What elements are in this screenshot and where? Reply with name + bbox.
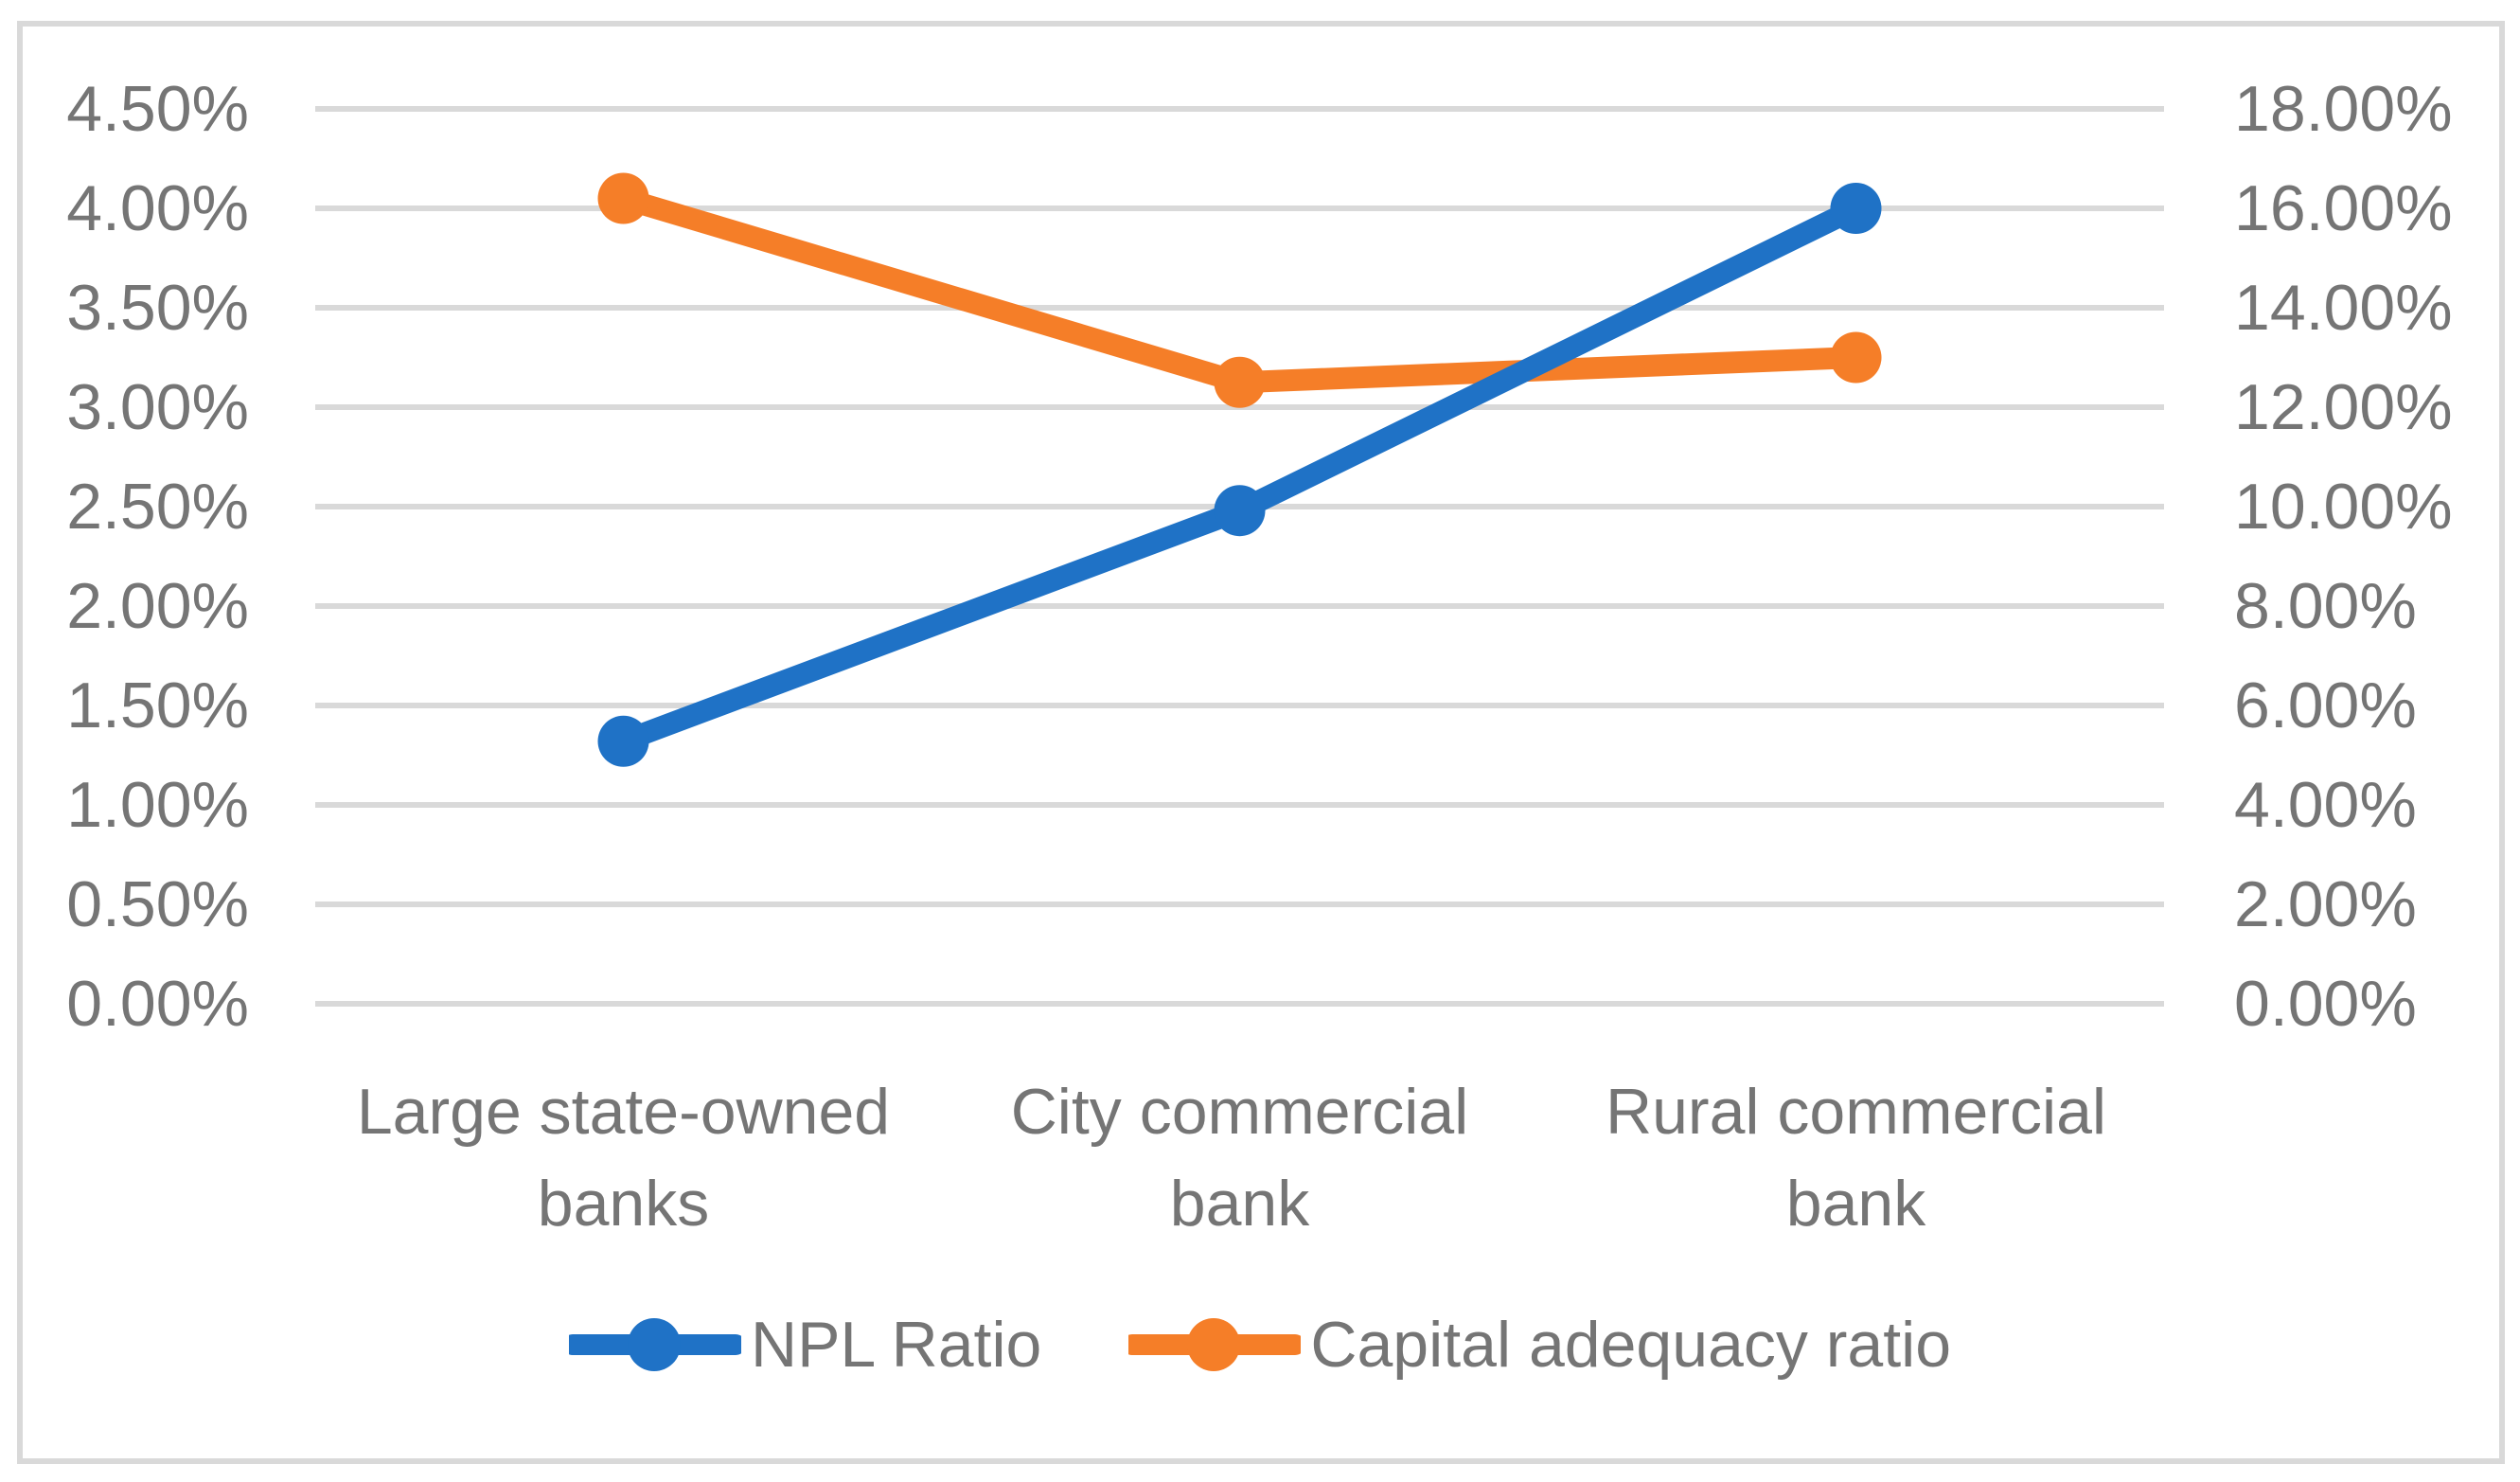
- right-axis-tick: 16.00%: [2234, 172, 2453, 244]
- data-point-marker: [1830, 183, 1882, 234]
- right-axis-tick: 0.00%: [2234, 968, 2417, 1040]
- legend-marker-car: [1128, 1318, 1302, 1371]
- data-point-marker: [1214, 485, 1266, 537]
- gridline: [315, 902, 2164, 907]
- series-line-npl-ratio: [612, 197, 1867, 753]
- chart-frame: [17, 21, 2505, 1464]
- legend-item-capital-adequacy-ratio[interactable]: Capital adequacy ratio: [1128, 1299, 1951, 1390]
- right-axis-tick: 14.00%: [2234, 272, 2453, 344]
- category-label-line: banks: [537, 1168, 710, 1240]
- right-axis-tick: 18.00%: [2234, 73, 2453, 145]
- left-axis-tick: 0.00%: [66, 968, 249, 1040]
- right-axis-tick: 8.00%: [2234, 570, 2417, 642]
- right-axis-tick: 2.00%: [2234, 868, 2417, 940]
- left-axis-tick: 4.00%: [66, 172, 249, 244]
- right-axis-tick: 12.00%: [2234, 371, 2453, 443]
- right-axis-tick: 10.00%: [2234, 471, 2453, 543]
- legend-label-npl-ratio: NPL Ratio: [750, 1309, 1042, 1381]
- legend-item-npl-ratio[interactable]: NPL Ratio: [568, 1299, 1042, 1390]
- left-axis-tick: 1.50%: [66, 670, 249, 741]
- left-axis-tick: 1.00%: [66, 769, 249, 841]
- category-label-line: bank: [1169, 1168, 1310, 1240]
- category-label-line: Rural commercial: [1606, 1076, 2106, 1148]
- legend: NPL Ratio Capital adequacy ratio: [0, 1299, 2520, 1390]
- gridline: [315, 703, 2164, 708]
- data-point-marker: [597, 172, 649, 224]
- left-axis-tick: 3.50%: [66, 272, 249, 344]
- category-label: Large state-owned banks: [264, 1066, 984, 1250]
- legend-label-capital-adequacy-ratio: Capital adequacy ratio: [1310, 1309, 1952, 1381]
- category-label-line: Large state-owned: [356, 1076, 891, 1148]
- data-point-marker: [1830, 331, 1882, 384]
- left-axis-tick: 2.00%: [66, 570, 249, 642]
- gridline: [315, 802, 2164, 808]
- left-axis-tick: 3.00%: [66, 371, 249, 443]
- right-axis-tick: 6.00%: [2234, 670, 2417, 741]
- category-label-line: City commercial: [1010, 1076, 1469, 1148]
- category-label: City commercial bank: [880, 1066, 1600, 1250]
- left-axis-tick: 0.50%: [66, 868, 249, 940]
- gridline: [315, 1001, 2164, 1007]
- left-axis-tick: 4.50%: [66, 73, 249, 145]
- data-point-marker: [597, 715, 649, 767]
- gridline: [315, 603, 2164, 609]
- legend-marker-npl: [568, 1318, 741, 1371]
- gridline: [315, 305, 2164, 311]
- category-label: Rural commercial bank: [1497, 1066, 2216, 1250]
- left-axis-tick: 2.50%: [66, 471, 249, 543]
- gridline: [315, 205, 2164, 211]
- right-axis-tick: 4.00%: [2234, 769, 2417, 841]
- data-point-marker: [1214, 356, 1266, 408]
- gridline: [315, 106, 2164, 112]
- category-label-line: bank: [1785, 1168, 1926, 1240]
